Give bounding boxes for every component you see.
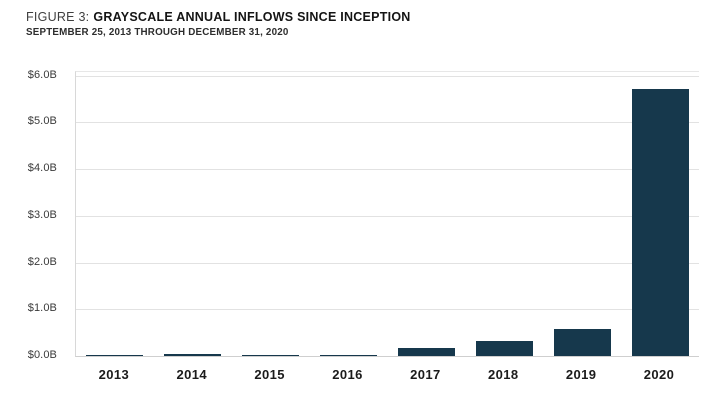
bar-2020	[631, 88, 689, 356]
x-axis-label-2013: 2013	[98, 367, 130, 382]
y-axis-tick-$5.0B: $5.0B	[27, 115, 57, 128]
gridline-$2.0B	[76, 262, 699, 264]
x-axis-label-2016: 2016	[332, 367, 363, 382]
figure-title-text: GRAYSCALE ANNUAL INFLOWS SINCE INCEPTION	[93, 10, 411, 24]
y-axis-tick-$0.0B: $0.0B	[27, 349, 57, 361]
bar-2015	[242, 354, 300, 356]
figure-label: FIGURE 3:	[26, 10, 90, 24]
bar-2016	[320, 354, 378, 356]
x-axis-label-2017: 2017	[410, 367, 441, 382]
gridline-$6.0B	[76, 75, 699, 77]
y-axis-tick-$4.0B: $4.0B	[27, 162, 57, 174]
bar-2018	[475, 341, 533, 356]
figure-header: FIGURE 3: GRAYSCALE ANNUAL INFLOWS SINCE …	[26, 10, 411, 38]
x-axis-label-2015: 2015	[254, 367, 285, 382]
figure-subtitle: SEPTEMBER 25, 2013 THROUGH DECEMBER 31, …	[26, 27, 289, 38]
gridline-$3.0B	[76, 215, 699, 217]
y-axis-tick-$1.0B: $1.0B	[27, 302, 57, 315]
figure-title: FIGURE 3: GRAYSCALE ANNUAL INFLOWS SINCE …	[26, 10, 411, 24]
bar-2019	[553, 329, 611, 356]
y-axis-tick-$2.0B: $2.0B	[27, 255, 57, 268]
x-axis-label-2014: 2014	[176, 367, 208, 382]
gridline-$1.0B	[76, 309, 699, 311]
x-axis-label-2020: 2020	[643, 367, 675, 382]
gridline-$4.0B	[76, 169, 699, 171]
bar-2017	[397, 347, 455, 356]
x-axis-label-2018: 2018	[488, 367, 519, 382]
gridline-$5.0B	[76, 122, 699, 124]
x-axis-label-2019: 2019	[565, 367, 597, 382]
plot-area	[75, 71, 699, 357]
bar-2013	[86, 354, 144, 356]
y-axis-tick-$3.0B: $3.0B	[27, 208, 57, 221]
y-axis-tick-$6.0B: $6.0B	[27, 68, 57, 81]
bar-2014	[164, 354, 222, 356]
